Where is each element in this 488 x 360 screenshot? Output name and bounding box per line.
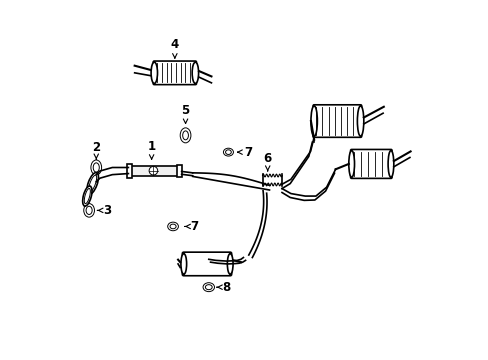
Ellipse shape <box>82 186 92 206</box>
Text: 7: 7 <box>184 220 198 233</box>
Text: 5: 5 <box>181 104 189 123</box>
Ellipse shape <box>170 224 176 229</box>
Bar <box>128 166 178 176</box>
Ellipse shape <box>348 150 354 177</box>
FancyBboxPatch shape <box>350 149 391 179</box>
Ellipse shape <box>84 189 90 204</box>
Circle shape <box>149 166 157 175</box>
Ellipse shape <box>181 253 186 274</box>
Ellipse shape <box>203 283 214 292</box>
Text: 2: 2 <box>92 141 100 159</box>
Ellipse shape <box>183 131 188 140</box>
Text: 8: 8 <box>217 281 230 294</box>
Ellipse shape <box>225 150 231 154</box>
Ellipse shape <box>227 253 233 274</box>
Ellipse shape <box>180 128 190 143</box>
Ellipse shape <box>151 62 157 84</box>
Text: 6: 6 <box>263 152 271 171</box>
Text: 4: 4 <box>170 39 179 58</box>
Bar <box>176 165 181 177</box>
Ellipse shape <box>205 285 212 290</box>
Ellipse shape <box>387 150 393 177</box>
Ellipse shape <box>310 106 317 136</box>
Ellipse shape <box>88 175 97 192</box>
Ellipse shape <box>87 172 98 195</box>
Ellipse shape <box>357 106 363 136</box>
FancyBboxPatch shape <box>153 61 196 85</box>
FancyBboxPatch shape <box>182 252 231 276</box>
Ellipse shape <box>167 222 178 231</box>
Text: 7: 7 <box>237 146 252 159</box>
Text: 3: 3 <box>97 204 111 217</box>
Text: 1: 1 <box>147 140 155 159</box>
Ellipse shape <box>192 62 198 84</box>
Ellipse shape <box>223 148 233 156</box>
Bar <box>126 163 132 178</box>
FancyBboxPatch shape <box>312 105 361 137</box>
